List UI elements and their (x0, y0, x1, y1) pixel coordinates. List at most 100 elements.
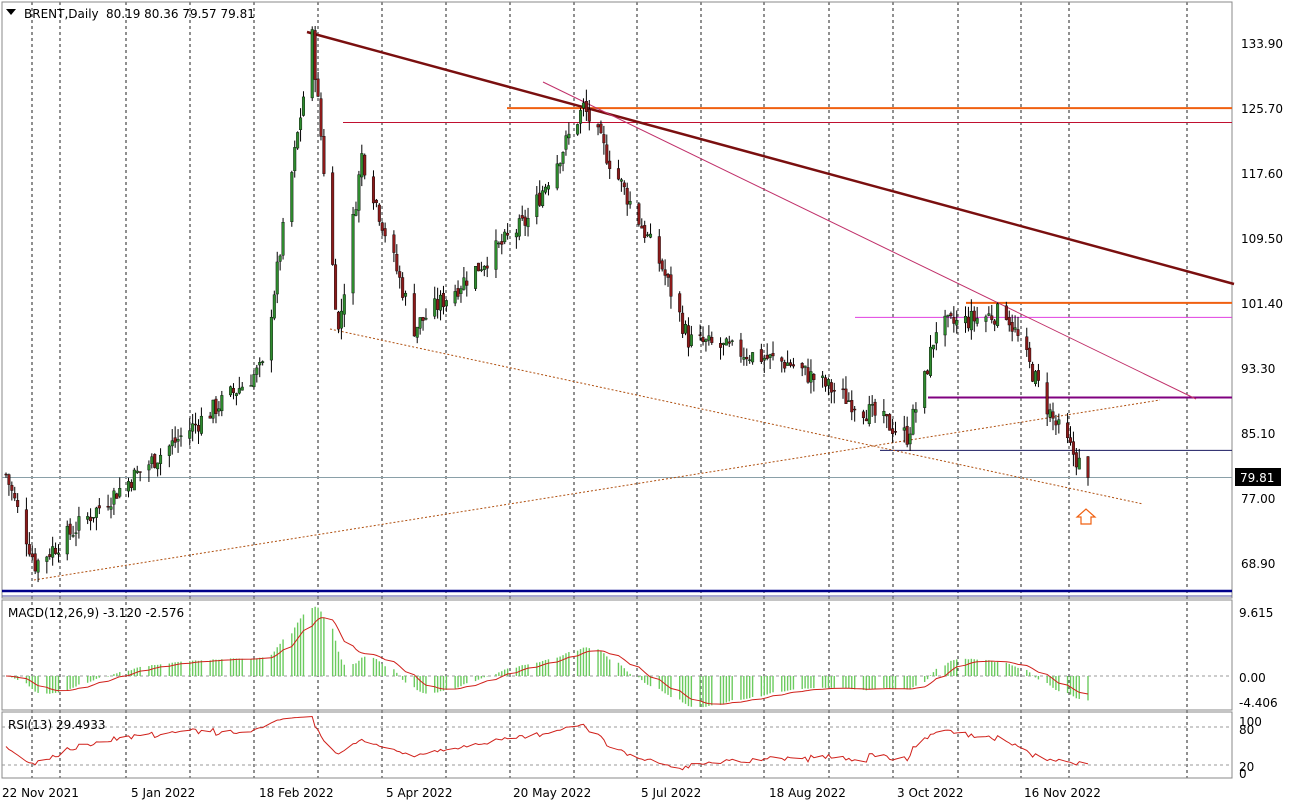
candle-body (964, 316, 968, 324)
candle-body (97, 505, 101, 509)
candle-body (914, 409, 918, 413)
candle-body (392, 234, 396, 253)
candle-body (404, 292, 408, 297)
candle-body (380, 222, 384, 231)
candle-body (1034, 371, 1038, 384)
candle-body (984, 316, 988, 322)
candle-body (500, 241, 504, 245)
candle-body (231, 388, 235, 393)
candle-body (465, 280, 469, 286)
candle-body (576, 124, 580, 135)
candle-body (441, 293, 445, 308)
candle-body (1028, 347, 1032, 362)
candle-body (955, 320, 959, 326)
candle-body (602, 134, 606, 144)
candle-body (657, 236, 661, 264)
candle-body (1007, 317, 1011, 326)
candle-body (649, 233, 653, 238)
rsi-y-tick: 100 (1239, 715, 1262, 729)
candle-body (48, 554, 52, 557)
candle-body (759, 349, 763, 362)
candle-body (952, 317, 956, 324)
candle-body (363, 154, 367, 176)
candle-body (803, 365, 807, 368)
candle-body (214, 398, 218, 414)
candle-body (666, 274, 670, 278)
candle-body (129, 482, 133, 488)
candle-body (748, 359, 752, 361)
candle-body (334, 264, 338, 310)
candle-body (812, 374, 816, 380)
candle-body (269, 316, 273, 361)
candle-body (71, 535, 75, 537)
time-axis: 22 Nov 2021 5 Jan 2022 18 Feb 2022 5 Apr… (2, 786, 1101, 800)
candle-body (660, 260, 664, 270)
candle-body (51, 546, 55, 558)
candle-body (719, 343, 723, 348)
candle-body (310, 29, 314, 99)
candle-body (1036, 370, 1040, 381)
candle-body (126, 481, 130, 492)
candle-body (1074, 452, 1078, 468)
candle-body (969, 311, 973, 331)
candle-body (605, 144, 609, 164)
candle-body (824, 377, 828, 387)
candle-body (526, 218, 530, 228)
dropdown-triangle-icon[interactable] (6, 9, 16, 15)
rsi-y-tick: 20 (1239, 760, 1254, 774)
candle-body (771, 352, 775, 357)
rsi-header: RSI(13) 29.4933 (8, 718, 106, 732)
candle-body (456, 288, 460, 297)
candle-body (972, 310, 976, 322)
x-tick: 3 Oct 2022 (897, 786, 964, 800)
candle-body (704, 339, 708, 342)
candle-body (1086, 456, 1090, 478)
candle-body (628, 200, 632, 205)
candle-body (1010, 322, 1014, 332)
macd-pane-frame (1, 599, 1233, 711)
candle-body (934, 332, 938, 344)
candle-body (544, 186, 548, 193)
candle-body (91, 516, 95, 519)
candle-body (275, 261, 279, 295)
candle-body (523, 216, 527, 226)
x-tick: 5 Apr 2022 (386, 786, 453, 800)
candle-body (339, 310, 343, 329)
candle-body (885, 414, 889, 417)
candle-body (313, 30, 317, 80)
candle-body (622, 182, 626, 188)
candle-body (68, 523, 72, 535)
x-tick: 16 Nov 2022 (1024, 786, 1101, 800)
candle-body (290, 172, 294, 222)
candle-body (296, 132, 300, 149)
y-tick: 109.50 (1241, 232, 1283, 246)
candle-body (249, 385, 253, 387)
candle-body (686, 325, 690, 348)
macd-y-tick: -4.406 (1239, 696, 1278, 710)
candle-body (584, 101, 588, 112)
candle-body (847, 400, 851, 402)
candle-body (1013, 327, 1017, 330)
candle-body (497, 242, 501, 245)
candle-body (94, 507, 98, 518)
candle-body (791, 364, 795, 367)
candle-body (36, 560, 40, 573)
y-tick: 68.90 (1241, 557, 1275, 571)
rsi-y-tick: 0 (1239, 767, 1247, 781)
candle-body (217, 408, 221, 412)
descending-support-line (329, 328, 1144, 505)
candle-body (281, 222, 285, 256)
y-tick: 85.10 (1241, 427, 1275, 441)
candle-body (789, 362, 793, 366)
candle-body (418, 317, 422, 329)
candle-body (730, 340, 734, 342)
candle-body (27, 544, 31, 555)
candle-body (701, 336, 705, 343)
candle-body (742, 357, 746, 360)
candle-body (176, 438, 180, 442)
candle-body (479, 269, 483, 271)
rsi-line (5, 715, 1089, 771)
candle-body (710, 337, 714, 343)
candle-body (459, 288, 463, 294)
